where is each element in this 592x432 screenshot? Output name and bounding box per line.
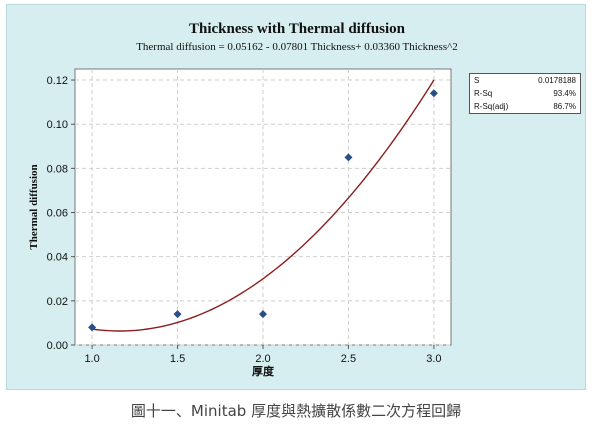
chart-subtitle: Thermal diffusion = 0.05162 - 0.07801 Th… [136,41,458,53]
figure-caption: 圖十一、Minitab 厚度與熱擴散係數二次方程回歸 [130,402,462,420]
stat-label: R-Sq(adj) [474,102,509,111]
chart-title: Thickness with Thermal diffusion [189,21,406,37]
grid-lines [75,69,451,346]
chart-svg: Thickness with Thermal diffusion Thermal… [28,21,458,378]
chart-frame: Thickness with Thermal diffusion Thermal… [6,4,586,390]
data-point [173,310,182,319]
data-point [344,153,353,162]
stat-label: R-Sq [474,89,493,98]
x-tick-label: 1.5 [170,353,185,365]
x-tick-label: 2.5 [341,353,356,365]
y-axis-ticks: 0.00 0.02 0.04 0.06 0.08 0.10 0.12 [47,75,75,352]
fit-line [92,79,435,332]
y-tick-label: 0.06 [47,208,68,220]
stat-label: S [474,76,480,85]
stat-row-rsq: R-Sq 93.4% [470,87,580,100]
y-tick-label: 0.10 [47,119,68,131]
stat-value: 93.4% [553,89,576,98]
data-point [88,323,97,332]
y-tick-label: 0.04 [47,252,68,264]
x-tick-label: 1.0 [84,353,99,365]
stat-row-s: S 0.0178188 [470,74,580,87]
x-tick-label: 3.0 [426,353,441,365]
y-tick-label: 0.00 [47,340,68,352]
stat-row-rsq-adj: R-Sq(adj) 86.7% [470,100,580,113]
data-point [429,89,438,98]
regression-stats-box: S 0.0178188 R-Sq 93.4% R-Sq(adj) 86.7% [469,73,581,114]
y-tick-label: 0.02 [47,296,68,308]
x-tick-label: 2.0 [255,353,270,365]
y-axis-label: Thermal diffusion [28,164,40,249]
y-tick-label: 0.08 [47,163,68,175]
data-point [259,310,267,319]
y-tick-label: 0.12 [47,75,68,87]
stat-value: 86.7% [553,102,576,111]
stat-value: 0.0178188 [538,76,576,85]
x-axis-ticks: 1.0 1.5 2.0 2.5 3.0 [84,345,442,365]
data-points [88,89,438,332]
x-axis-label: 厚度 [252,364,275,378]
